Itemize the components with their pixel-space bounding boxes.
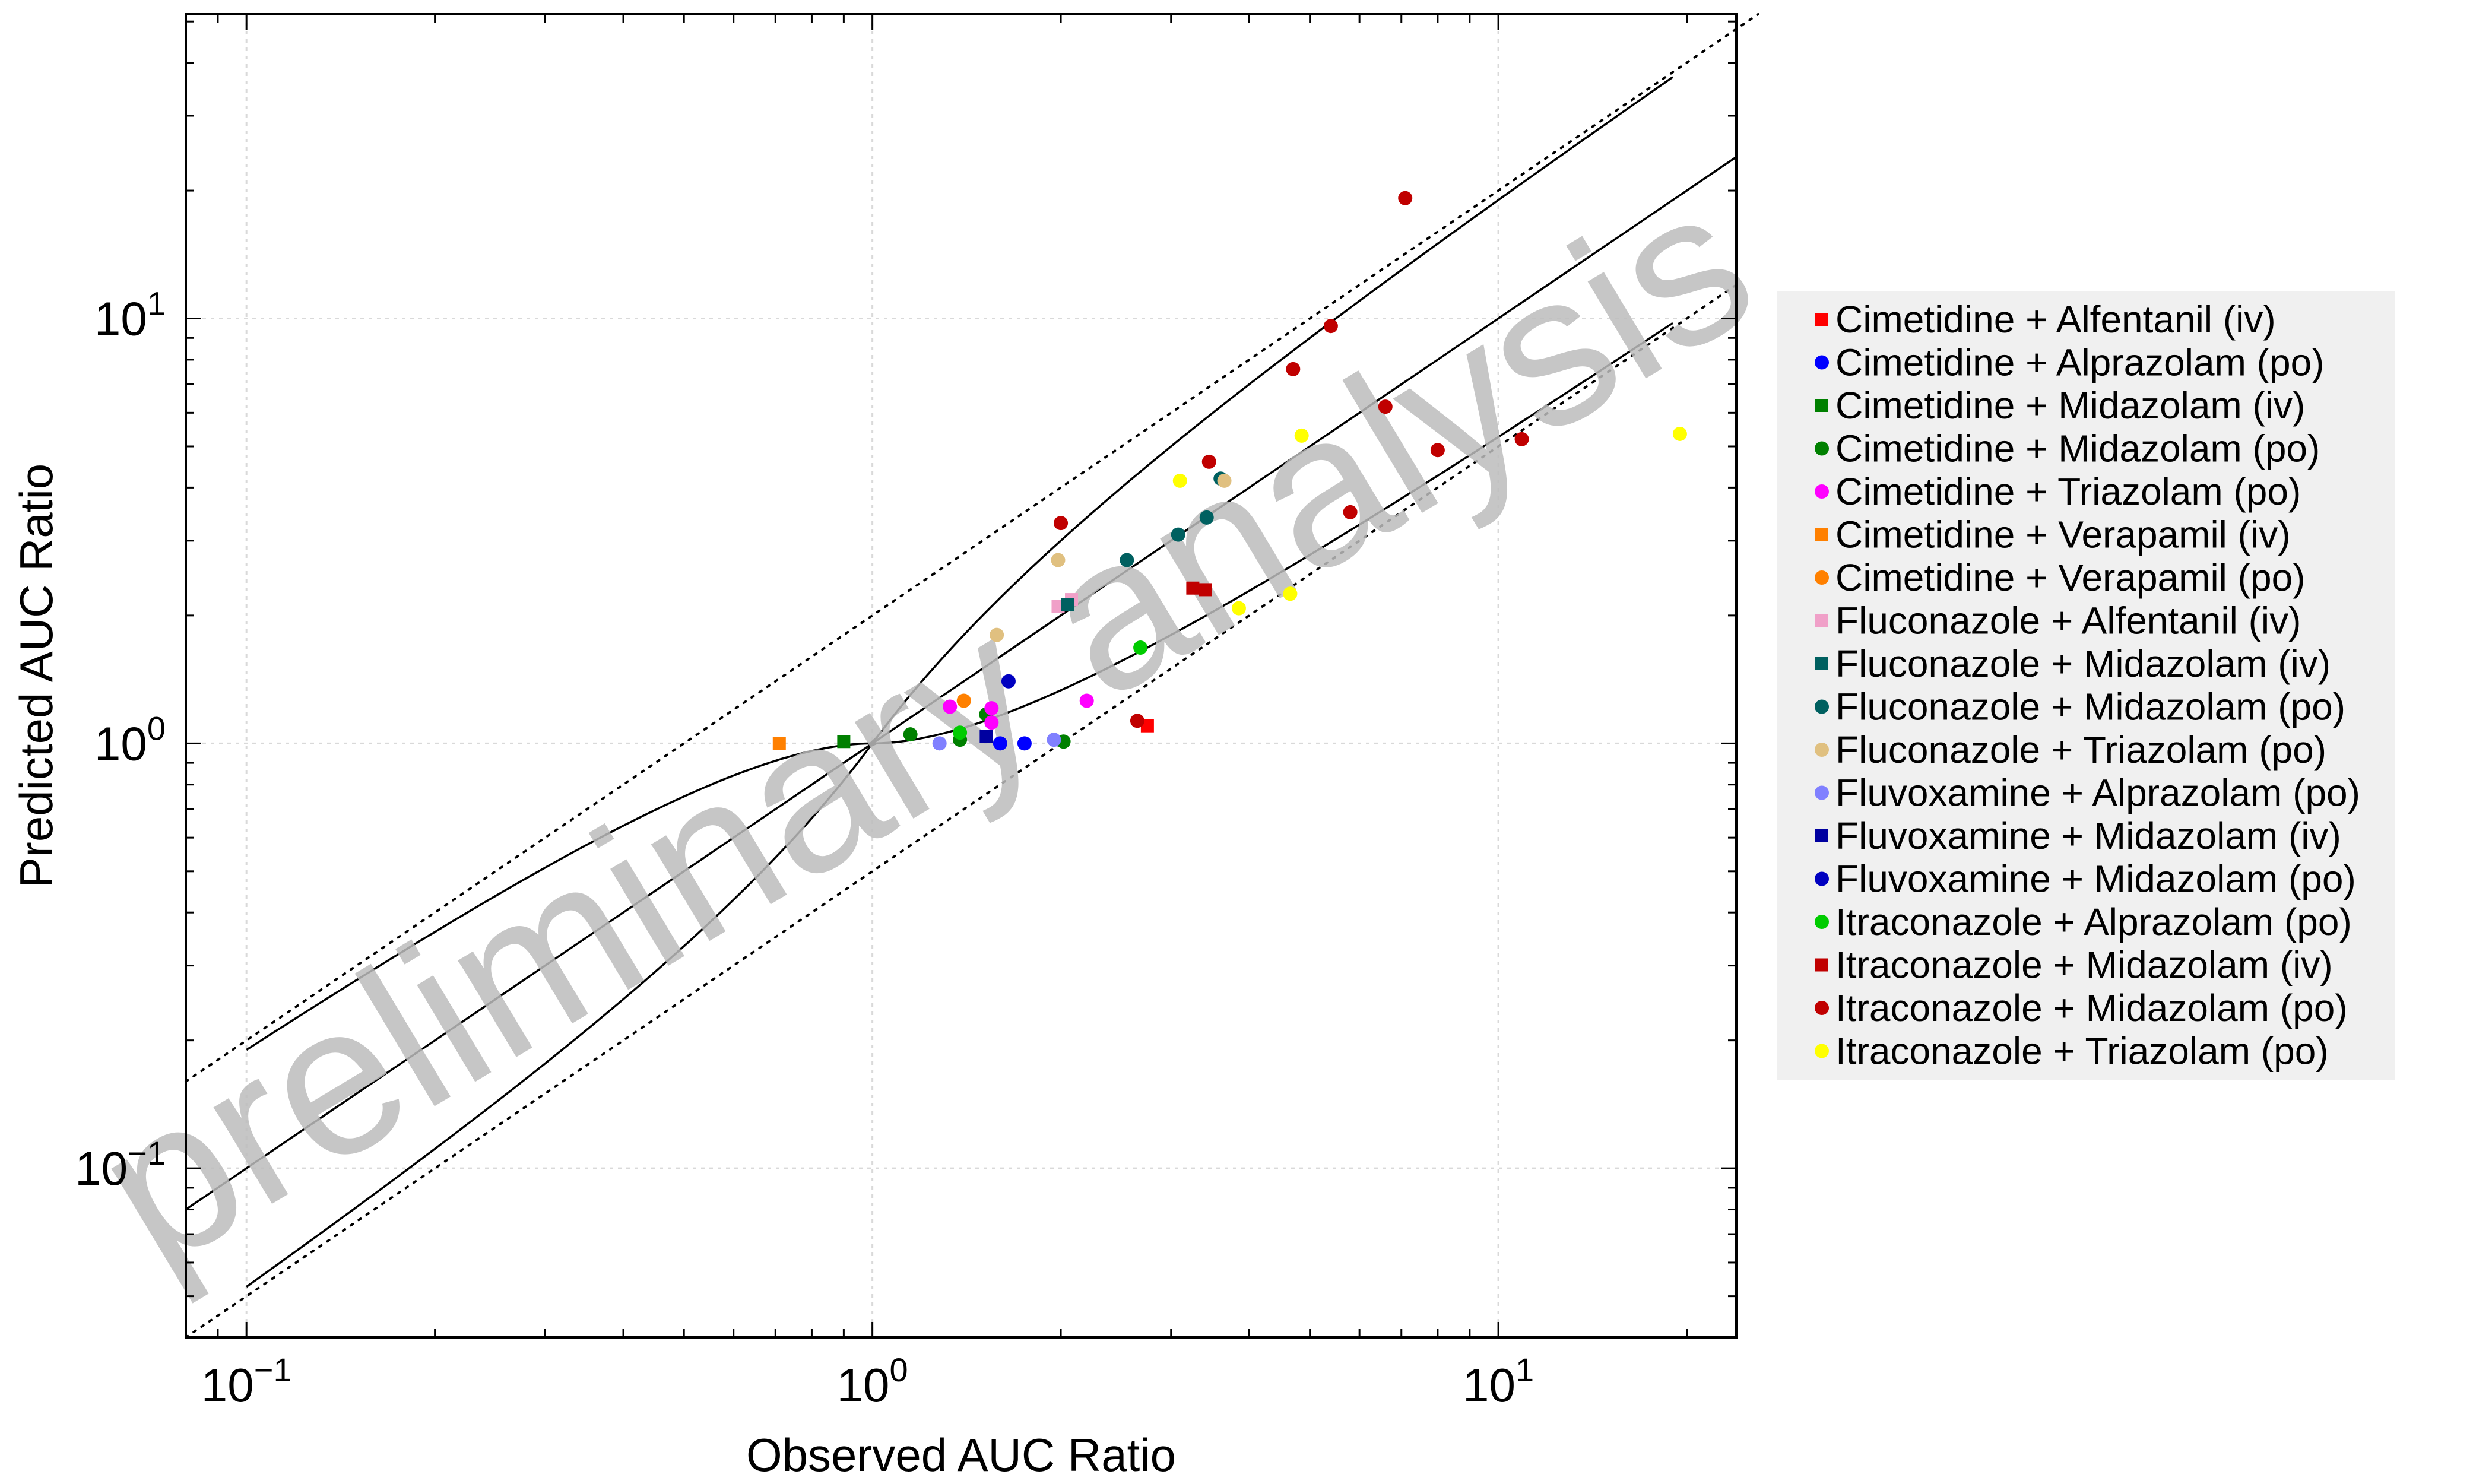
data-point-circle — [1017, 736, 1032, 751]
data-point-circle — [903, 727, 918, 742]
legend-label: Itraconazole + Alprazolam (po) — [1835, 900, 2352, 943]
legend-marker-circle — [1815, 915, 1829, 929]
x-tick-label: 101 — [1463, 1351, 1534, 1412]
data-point-circle — [1283, 586, 1298, 601]
legend-marker-square — [1815, 399, 1828, 412]
identity-line — [185, 156, 1737, 1210]
x-tick-label: 10−1 — [201, 1351, 292, 1412]
data-point-square — [837, 735, 851, 749]
y-tick-label: 100 — [94, 709, 166, 770]
data-point-circle — [1231, 601, 1246, 616]
legend-label: Cimetidine + Midazolam (po) — [1835, 427, 2320, 470]
legend-label: Fluconazole + Alfentanil (iv) — [1835, 600, 2301, 642]
data-point-square — [1061, 598, 1074, 611]
legend-label: Cimetidine + Midazolam (iv) — [1835, 384, 2305, 427]
data-point-circle — [1172, 473, 1187, 488]
data-point-circle — [1286, 362, 1301, 376]
data-points — [772, 191, 1687, 751]
legend-marker-square — [1815, 829, 1828, 842]
data-point-circle — [1201, 454, 1216, 469]
data-point-square — [772, 737, 786, 750]
data-point-circle — [1133, 640, 1148, 655]
legend-label: Fluconazole + Triazolam (po) — [1835, 728, 2326, 771]
data-point-circle — [984, 715, 999, 730]
data-point-circle — [1079, 693, 1094, 708]
legend-marker-circle — [1815, 355, 1829, 370]
data-point-circle — [1001, 674, 1016, 689]
legend-label: Cimetidine + Triazolam (po) — [1835, 470, 2301, 513]
data-point-circle — [990, 627, 1004, 642]
data-point-circle — [1051, 553, 1066, 567]
data-point-circle — [1171, 527, 1185, 542]
legend-marker-circle — [1815, 743, 1829, 757]
legend-marker-square — [1815, 313, 1828, 326]
legend-marker-square — [1815, 614, 1828, 627]
data-point-circle — [993, 736, 1007, 751]
legend-label: Fluvoxamine + Midazolam (iv) — [1835, 814, 2341, 857]
legend-label: Itraconazole + Triazolam (po) — [1835, 1030, 2329, 1073]
legend-marker-circle — [1815, 441, 1829, 456]
legend-marker-circle — [1815, 1001, 1829, 1015]
data-point-circle — [943, 699, 958, 714]
data-point-square — [1186, 581, 1200, 595]
data-point-circle — [1323, 319, 1338, 334]
legend-label: Fluvoxamine + Alprazolam (po) — [1835, 772, 2360, 814]
legend-label: Fluconazole + Midazolam (po) — [1835, 686, 2345, 728]
x-axis-label: Observed AUC Ratio — [746, 1429, 1176, 1481]
data-point-circle — [1120, 553, 1134, 567]
2-fold-upper-line — [185, 13, 1759, 1083]
legend-label: Cimetidine + Alprazolam (po) — [1835, 341, 2324, 384]
data-point-circle — [1430, 443, 1445, 458]
data-point-circle — [1047, 733, 1061, 747]
data-point-circle — [1217, 473, 1232, 488]
data-point-circle — [1672, 426, 1687, 441]
guest-upper-line — [246, 76, 1674, 1051]
legend-marker-circle — [1815, 1044, 1829, 1058]
data-point-circle — [932, 736, 947, 751]
legend-label: Cimetidine + Alfentanil (iv) — [1835, 298, 2276, 341]
data-point-circle — [1294, 428, 1309, 443]
data-point-circle — [1378, 399, 1393, 414]
legend-label: Cimetidine + Verapamil (iv) — [1835, 513, 2291, 556]
data-point-circle — [1398, 191, 1413, 205]
legend-marker-circle — [1815, 871, 1829, 886]
y-tick-label: 101 — [94, 285, 166, 345]
data-point-square — [979, 730, 993, 743]
x-tick-label: 100 — [837, 1351, 908, 1412]
legend-marker-circle — [1815, 484, 1829, 499]
legend-marker-square — [1815, 528, 1828, 541]
legend-label: Cimetidine + Verapamil (po) — [1835, 556, 2305, 599]
data-point-circle — [956, 693, 971, 708]
data-point-square — [1199, 583, 1212, 597]
axis-ticks — [185, 14, 1736, 1339]
legend-background — [1777, 291, 2395, 1080]
data-point-circle — [1054, 516, 1069, 531]
legend-label: Itraconazole + Midazolam (po) — [1835, 987, 2348, 1029]
y-tick-label: 10−1 — [75, 1134, 166, 1195]
legend-label: Fluvoxamine + Midazolam (po) — [1835, 858, 2356, 900]
data-point-circle — [953, 725, 968, 740]
data-point-circle — [1130, 714, 1144, 728]
legend: Cimetidine + Alfentanil (iv)Cimetidine +… — [1777, 291, 2395, 1080]
legend-marker-circle — [1815, 699, 1829, 714]
legend-marker-square — [1815, 958, 1828, 972]
legend-label: Fluconazole + Midazolam (iv) — [1835, 642, 2331, 685]
reference-lines — [185, 13, 1759, 1339]
data-point-circle — [1343, 505, 1358, 519]
legend-marker-circle — [1815, 570, 1829, 585]
legend-label: Itraconazole + Midazolam (iv) — [1835, 944, 2333, 987]
plot-frame — [185, 13, 1738, 1339]
data-point-circle — [1199, 510, 1214, 525]
data-point-circle — [1514, 432, 1529, 446]
legend-marker-square — [1815, 657, 1828, 670]
tick-labels: 10−1 100 101 10−1 100 101 — [75, 285, 1534, 1412]
2-fold-lower-line — [185, 283, 1738, 1339]
data-point-circle — [984, 701, 999, 716]
legend-marker-circle — [1815, 785, 1829, 800]
y-axis-label: Predicted AUC Ratio — [10, 464, 62, 888]
